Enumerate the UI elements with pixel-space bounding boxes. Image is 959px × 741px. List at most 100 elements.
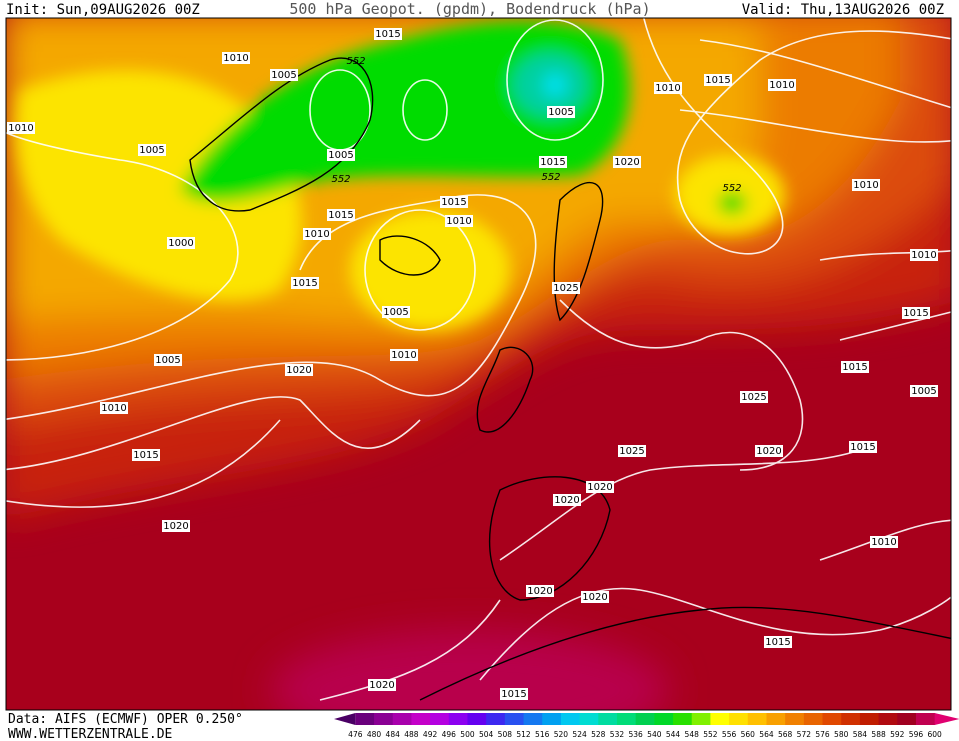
isobar-label: 1015 <box>540 157 565 168</box>
isobar-label: 1015 <box>328 210 353 221</box>
geopotential-label: 552 <box>541 172 560 183</box>
isobar-label: 1005 <box>328 150 353 161</box>
isobar-label: 1010 <box>911 250 936 261</box>
isobar-label: 1005 <box>271 70 296 81</box>
scale-swatch <box>897 713 917 725</box>
isobar-label: 1020 <box>587 482 612 493</box>
isobar-label-box <box>552 282 580 294</box>
scale-swatch <box>766 713 786 725</box>
scale-swatch <box>542 713 562 725</box>
isobar-label-box <box>910 249 938 261</box>
init-time: Init: Sun,09AUG2026 00Z <box>6 2 200 18</box>
isobar-label-box <box>870 536 898 548</box>
isobar-label-box <box>526 585 554 597</box>
isobar-label: 1010 <box>304 229 329 240</box>
isobar-label-box <box>132 449 160 461</box>
isobar-label-box <box>841 361 869 373</box>
isobar-label: 1005 <box>383 307 408 318</box>
scale-swatch <box>430 713 450 725</box>
isobar-label: 1020 <box>527 586 552 597</box>
isobar-label-box <box>167 237 195 249</box>
scale-label: 572 <box>797 730 812 739</box>
scale-label: 540 <box>647 730 662 739</box>
isobar-label: 1005 <box>548 107 573 118</box>
scale-swatch <box>374 713 394 725</box>
scale-label: 548 <box>685 730 700 739</box>
scale-swatch <box>579 713 599 725</box>
scale-swatch <box>729 713 749 725</box>
isobar-label-box <box>740 391 768 403</box>
isobar-label: 1010 <box>446 216 471 227</box>
isobar-label-box <box>768 79 796 91</box>
scale-swatch <box>859 713 880 725</box>
isobar-label-box <box>852 179 880 191</box>
isobar-label: 1010 <box>223 53 248 64</box>
scale-label: 488 <box>404 730 419 739</box>
isobar-label-box <box>285 364 313 376</box>
isobar-label: 1000 <box>168 238 193 249</box>
isobar-label-box <box>390 349 418 361</box>
isobar-label: 1015 <box>705 75 730 86</box>
isobar-label-box <box>553 494 581 506</box>
scale-swatch <box>710 713 730 725</box>
scale-label: 588 <box>871 730 886 739</box>
isobar-label: 1025 <box>619 446 644 457</box>
scale-swatch <box>691 713 711 725</box>
isobar-label: 1010 <box>769 80 794 91</box>
isobar-label: 1015 <box>292 278 317 289</box>
scale-swatch <box>411 713 431 725</box>
scale-swatch <box>448 713 468 725</box>
scale-label: 484 <box>386 730 401 739</box>
isobar-label: 1015 <box>375 29 400 40</box>
scale-label: 564 <box>759 730 774 739</box>
scale-swatch <box>486 713 506 725</box>
isobar-label-box <box>374 28 402 40</box>
isobar-label-box <box>327 209 355 221</box>
isobar-label-box <box>154 354 182 366</box>
scale-label: 584 <box>853 730 868 739</box>
isobar-label-box <box>547 106 575 118</box>
isobar-label-box <box>7 122 35 134</box>
isobar-label-box <box>100 402 128 414</box>
geopotential-label: 552 <box>722 183 741 194</box>
isobar-label: 1010 <box>655 83 680 94</box>
website: WWW.WETTERZENTRALE.DE <box>8 727 172 741</box>
scale-swatch <box>523 713 543 725</box>
color-scale: 476 480 484 488 492 496 500 504 508 512 516 520 524 5… <box>334 713 959 739</box>
isobar-label-box <box>368 679 396 691</box>
isobar-label: 1020 <box>554 495 579 506</box>
scale-label: 480 <box>367 730 382 739</box>
isobar-label: 1020 <box>614 157 639 168</box>
isobar-label-box <box>291 277 319 289</box>
isobar-label: 1020 <box>286 365 311 376</box>
isobar-label: 1020 <box>163 521 188 532</box>
scale-label: 504 <box>479 730 494 739</box>
isobar-label: 1010 <box>101 403 126 414</box>
isobar-label-box <box>654 82 682 94</box>
isobar-label: 1020 <box>756 446 781 457</box>
scale-label: 492 <box>423 730 438 739</box>
scale-label: 600 <box>927 730 942 739</box>
scale-label: 556 <box>722 730 737 739</box>
scale-arrow <box>334 713 356 725</box>
map-frame <box>5 17 952 711</box>
isobar-label: 1010 <box>871 537 896 548</box>
scale-swatch <box>915 713 936 725</box>
geopotential-label: 552 <box>346 56 365 67</box>
scale-label: 544 <box>666 730 681 739</box>
isobar-label: 1010 <box>853 180 878 191</box>
scale-label: 532 <box>610 730 625 739</box>
isobar-label: 1020 <box>582 592 607 603</box>
scale-swatch <box>747 713 767 725</box>
isobar-label-box <box>222 52 250 64</box>
scale-swatch <box>560 713 581 725</box>
scale-label: 500 <box>460 730 475 739</box>
isobar-label-box <box>613 156 641 168</box>
scale-label: 516 <box>535 730 550 739</box>
isobar-label: 1005 <box>139 145 164 156</box>
scale-label: 524 <box>572 730 587 739</box>
isobar-label-box <box>704 74 732 86</box>
scale-swatch <box>878 713 898 725</box>
isobar-label-box <box>849 441 877 453</box>
isobar-labels: 1015 1010 1005 552 1010 1005 1005 1005 1015 1010 1… <box>7 28 938 700</box>
